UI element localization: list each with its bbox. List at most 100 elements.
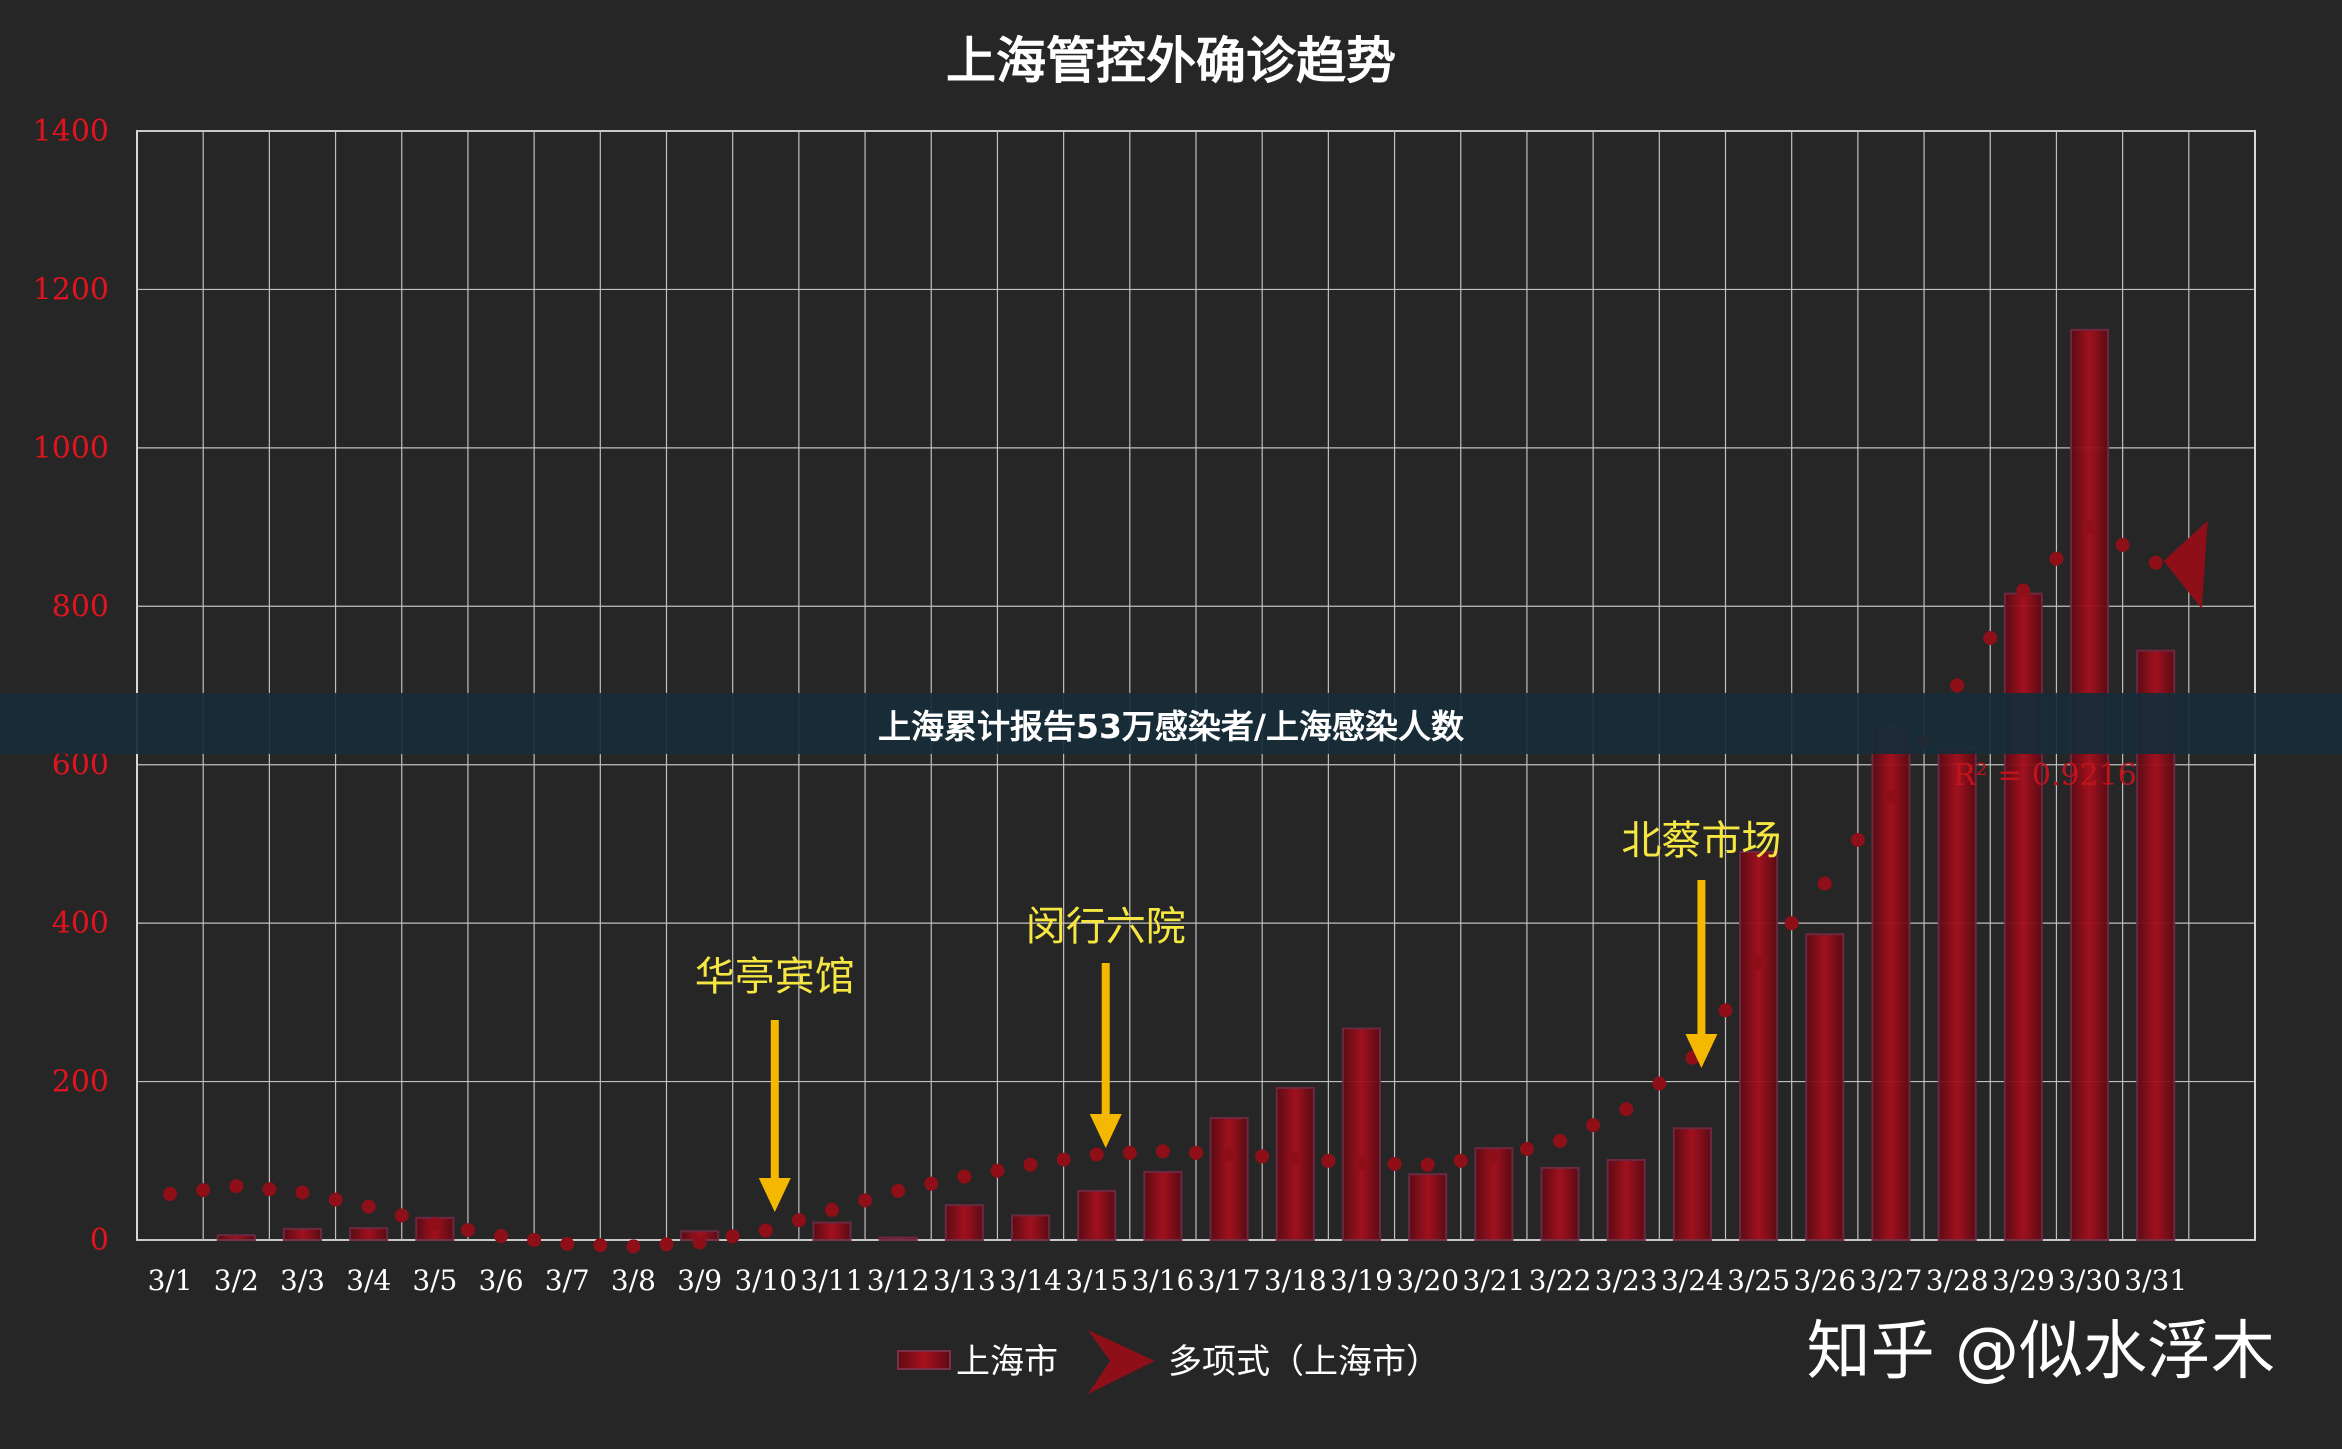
trend-point [1883, 789, 1898, 804]
annotation-arrow-head [758, 1178, 791, 1212]
trend-point [163, 1187, 178, 1202]
x-tick-label: 3/29 [1992, 1264, 2055, 1297]
trend-point [2115, 537, 2130, 552]
chart-title: 上海管控外确诊趋势 [946, 32, 1396, 90]
trend-point [1950, 678, 1965, 693]
trend-point [295, 1185, 310, 1200]
annotation-label: 闵行六院 [1026, 904, 1186, 950]
bar [878, 1236, 918, 1241]
caption-banner: 上海累计报告53万感染者/上海感染人数 [0, 693, 2342, 754]
legend-trend-swatch [1088, 1330, 1155, 1394]
trend-point [361, 1199, 376, 1214]
x-tick-label: 3/11 [801, 1264, 864, 1297]
x-tick-label: 3/1 [148, 1264, 193, 1297]
trend-point [1553, 1133, 1568, 1148]
trend-point [1089, 1147, 1104, 1162]
trend-point [1255, 1149, 1270, 1164]
x-tick-label: 3/16 [1131, 1264, 1194, 1297]
y-tick-label: 0 [90, 1223, 109, 1258]
trend-point [1420, 1157, 1435, 1172]
trend-point [2049, 551, 2064, 566]
x-tick-label: 3/19 [1330, 1264, 1393, 1297]
trend-point [328, 1192, 343, 1207]
bar [1805, 933, 1845, 1241]
trend-point [427, 1217, 442, 1232]
trend-point [924, 1176, 939, 1191]
bar [1540, 1166, 1580, 1242]
bar [2069, 328, 2110, 1241]
bar [1010, 1214, 1051, 1242]
annotation-label: 华亭宾馆 [695, 954, 855, 1000]
bar [1077, 1189, 1117, 1241]
legend-bar-swatch [897, 1350, 951, 1370]
x-tick-label: 3/6 [479, 1264, 524, 1297]
legend: 上海市 多项式（上海市） [897, 1330, 1440, 1394]
bar [1341, 1027, 1382, 1241]
annotations: 华亭宾馆 闵行六院 北蔡市场 [695, 818, 1781, 1212]
trend-point [1784, 916, 1799, 931]
bar [1143, 1170, 1183, 1242]
trend-point [957, 1169, 972, 1184]
x-tick-label: 3/22 [1529, 1264, 1592, 1297]
trend-point [2082, 520, 2097, 535]
trend-point [460, 1223, 475, 1238]
x-tick-label: 3/17 [1198, 1264, 1261, 1297]
x-tick-label: 3/10 [734, 1264, 797, 1297]
y-tick-label: 400 [52, 906, 109, 941]
trend-point [1189, 1145, 1203, 1160]
x-tick-label: 3/8 [611, 1264, 656, 1297]
x-tick-label: 3/9 [677, 1264, 722, 1297]
bar [282, 1227, 323, 1242]
x-tick-label: 3/4 [346, 1264, 391, 1297]
bar [216, 1234, 256, 1242]
trend-point [692, 1235, 707, 1250]
bar [1606, 1158, 1646, 1241]
y-tick-label: 1400 [33, 114, 109, 149]
trend-point [659, 1237, 674, 1252]
trend-point [626, 1239, 641, 1254]
trend-point [2016, 583, 2031, 598]
trend-point [1321, 1153, 1336, 1168]
x-tick-label: 3/30 [2058, 1264, 2121, 1297]
bar [1871, 725, 1911, 1241]
annotation-arrow-head [1089, 1114, 1122, 1148]
trend-point [560, 1236, 575, 1251]
y-tick-label: 800 [52, 589, 109, 624]
trend-point [494, 1229, 509, 1244]
y-tick-label: 1000 [33, 431, 109, 466]
annotation-arrow-head [1685, 1034, 1718, 1068]
trend-point [2148, 555, 2163, 570]
x-tick-label: 3/5 [412, 1264, 457, 1297]
x-tick-label: 3/13 [933, 1264, 996, 1297]
trend-point [891, 1183, 906, 1198]
trend-point [725, 1229, 740, 1244]
legend-bar-label: 上海市 [956, 1342, 1058, 1382]
trend-point [1387, 1156, 1402, 1171]
x-tick-label: 3/21 [1462, 1264, 1525, 1297]
annotation-label: 北蔡市场 [1621, 818, 1781, 864]
bar [812, 1221, 852, 1242]
trend-point [229, 1179, 244, 1194]
x-tick-label: 3/27 [1860, 1264, 1923, 1297]
trend-point [1023, 1157, 1038, 1172]
x-tick-label: 3/20 [1396, 1264, 1459, 1297]
bar [1408, 1173, 1448, 1242]
x-tick-label: 3/12 [867, 1264, 930, 1297]
x-tick-label: 3/26 [1793, 1264, 1856, 1297]
x-tick-label: 3/3 [280, 1264, 325, 1297]
x-tick-label: 3/18 [1264, 1264, 1327, 1297]
bar [944, 1204, 984, 1242]
trend-point [1354, 1156, 1369, 1171]
trend-point [1652, 1076, 1667, 1091]
trend-point [824, 1202, 839, 1217]
trend-point [1155, 1144, 1170, 1159]
trend-point [858, 1193, 873, 1208]
trend-point [1983, 630, 1998, 645]
trend-point [1288, 1151, 1303, 1166]
trend-point [1619, 1102, 1634, 1117]
x-tick-label: 3/2 [214, 1264, 259, 1297]
trend-point [791, 1213, 806, 1228]
chart-grid [136, 130, 2256, 1241]
trend-point [990, 1163, 1005, 1178]
